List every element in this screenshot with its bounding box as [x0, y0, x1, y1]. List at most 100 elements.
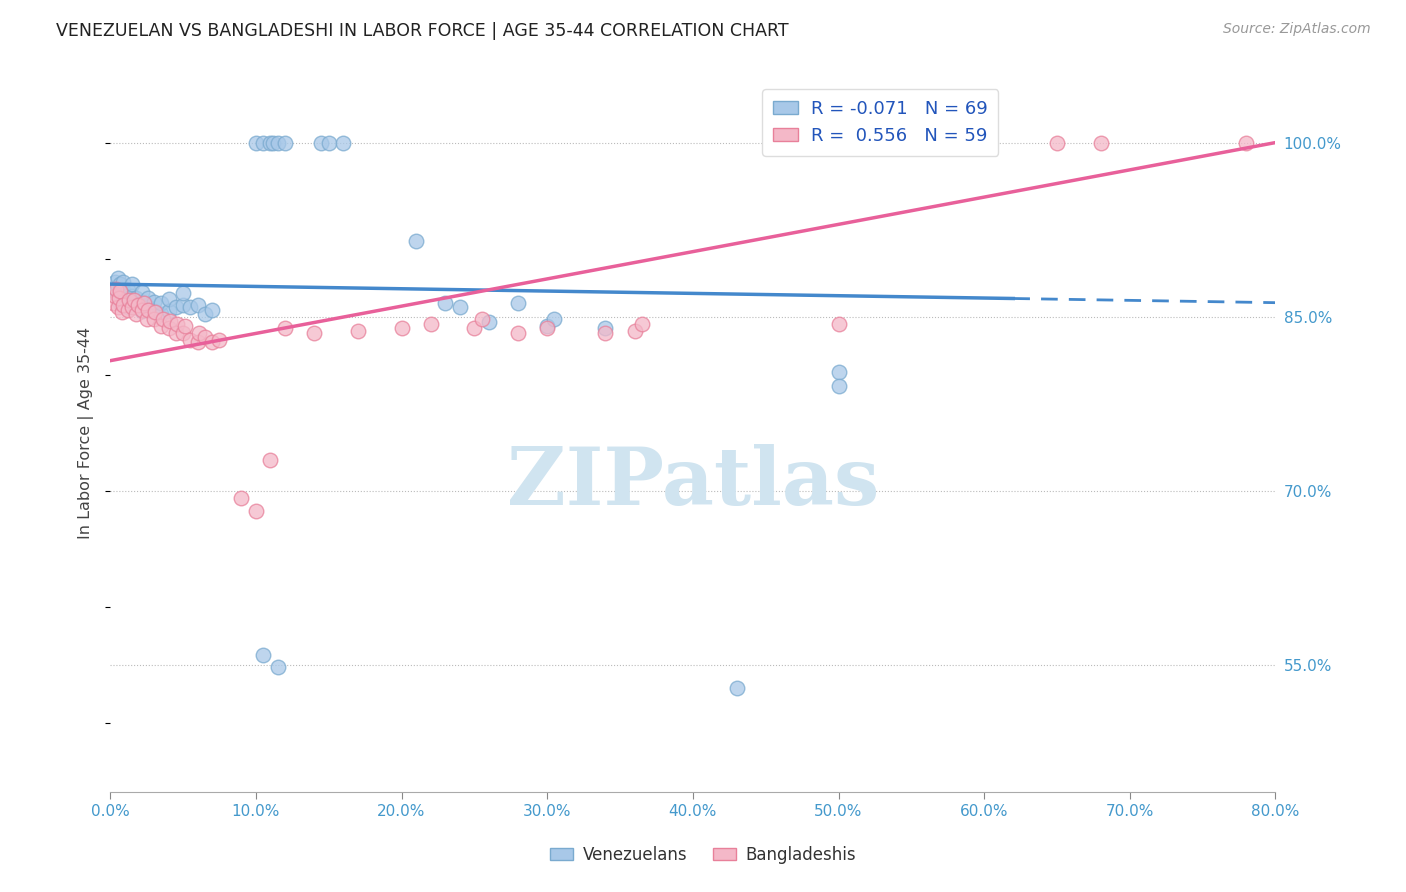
Point — [131, 302, 153, 317]
Point — [172, 298, 194, 312]
Point — [179, 301, 201, 315]
Point — [157, 321, 180, 335]
Point — [110, 295, 132, 310]
Point — [478, 315, 501, 329]
Point — [347, 324, 370, 338]
Point — [117, 301, 139, 315]
Point — [827, 379, 849, 393]
Point — [631, 317, 654, 331]
Point — [112, 298, 135, 312]
Point — [1046, 136, 1069, 150]
Point — [101, 280, 124, 294]
Point — [1090, 136, 1112, 150]
Point — [105, 282, 128, 296]
Point — [201, 335, 224, 350]
Point — [136, 301, 159, 315]
Point — [259, 136, 281, 150]
Point — [150, 295, 173, 310]
Point — [117, 283, 139, 297]
Point — [117, 302, 139, 317]
Point — [117, 292, 139, 306]
Text: Source: ZipAtlas.com: Source: ZipAtlas.com — [1223, 22, 1371, 37]
Point — [471, 312, 494, 326]
Point — [122, 293, 145, 308]
Point — [159, 314, 181, 328]
Point — [391, 321, 413, 335]
Point — [131, 294, 153, 309]
Point — [274, 136, 297, 150]
Point — [150, 318, 173, 333]
Point — [252, 136, 274, 150]
Text: VENEZUELAN VS BANGLADESHI IN LABOR FORCE | AGE 35-44 CORRELATION CHART: VENEZUELAN VS BANGLADESHI IN LABOR FORCE… — [56, 22, 789, 40]
Point — [104, 275, 127, 289]
Point — [110, 277, 132, 292]
Point — [125, 291, 148, 305]
Point — [827, 365, 849, 379]
Point — [245, 504, 267, 518]
Point — [623, 324, 645, 338]
Point — [595, 326, 617, 340]
Point — [125, 301, 148, 315]
Point — [145, 305, 167, 319]
Point — [157, 292, 180, 306]
Point — [267, 660, 290, 674]
Point — [121, 298, 143, 312]
Point — [136, 291, 159, 305]
Text: ZIPatlas: ZIPatlas — [506, 444, 879, 522]
Point — [107, 301, 129, 315]
Point — [259, 453, 281, 467]
Point — [595, 321, 617, 335]
Point — [188, 326, 211, 340]
Point — [121, 277, 143, 292]
Point — [302, 326, 325, 340]
Point — [194, 330, 217, 344]
Point — [725, 681, 748, 695]
Point — [449, 301, 471, 315]
Point — [112, 292, 135, 306]
Point — [536, 318, 558, 333]
Point — [173, 318, 195, 333]
Point — [150, 307, 173, 321]
Point — [231, 491, 253, 505]
Point — [142, 303, 165, 318]
Point — [107, 285, 129, 300]
Point — [108, 291, 131, 305]
Point — [201, 302, 224, 317]
Point — [172, 286, 194, 301]
Point — [245, 136, 267, 150]
Point — [165, 326, 187, 340]
Point — [543, 312, 565, 326]
Point — [419, 317, 441, 331]
Point — [131, 285, 153, 300]
Y-axis label: In Labor Force | Age 35-44: In Labor Force | Age 35-44 — [79, 326, 94, 539]
Point — [274, 321, 297, 335]
Point — [135, 312, 157, 326]
Point — [152, 312, 174, 326]
Point — [142, 312, 165, 326]
Point — [112, 283, 135, 297]
Point — [131, 303, 153, 318]
Point — [111, 305, 134, 319]
Point — [827, 317, 849, 331]
Point — [506, 295, 529, 310]
Point — [157, 303, 180, 318]
Point — [311, 136, 333, 150]
Point — [194, 307, 217, 321]
Point — [262, 136, 284, 150]
Point — [110, 284, 132, 298]
Point — [118, 293, 141, 308]
Point — [101, 285, 124, 300]
Point — [121, 289, 143, 303]
Point — [267, 136, 290, 150]
Point — [136, 302, 159, 317]
Point — [506, 326, 529, 340]
Point — [121, 301, 143, 315]
Point — [332, 136, 354, 150]
Point — [107, 280, 129, 294]
Point — [107, 271, 129, 285]
Point — [172, 326, 194, 340]
Point — [187, 335, 209, 350]
Point — [104, 289, 127, 303]
Point — [127, 298, 149, 312]
Point — [536, 321, 558, 335]
